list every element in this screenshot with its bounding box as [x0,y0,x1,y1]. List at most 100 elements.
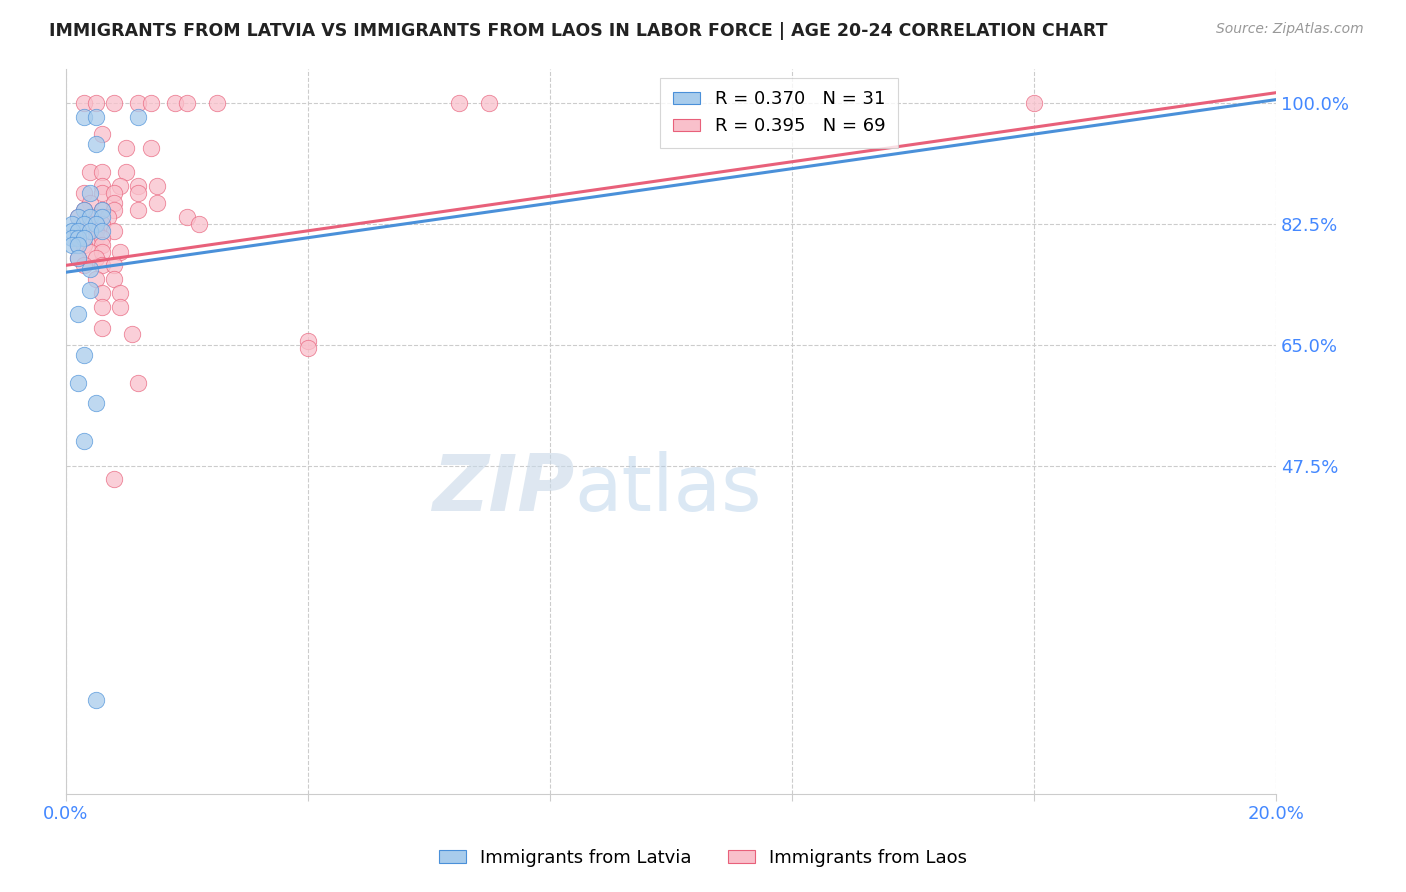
Point [139,141,162,155]
Legend: Immigrants from Latvia, Immigrants from Laos: Immigrants from Latvia, Immigrants from … [432,842,974,874]
Point [205,96,228,111]
Point [91,231,114,245]
Point [297,334,319,349]
Point [103,272,125,286]
Point [60,217,83,231]
Point [127,96,149,111]
Point [84,396,107,410]
Point [115,141,138,155]
Point [66,224,89,238]
Point [73,434,96,449]
Text: Source: ZipAtlas.com: Source: ZipAtlas.com [1216,22,1364,37]
Point [73,348,96,362]
Point [84,137,107,152]
Point [127,110,149,124]
Point [103,196,125,211]
Legend: R = 0.370   N = 31, R = 0.395   N = 69: R = 0.370 N = 31, R = 0.395 N = 69 [661,78,898,148]
Point [66,376,89,390]
Point [163,96,186,111]
Point [297,341,319,355]
Point [91,285,114,300]
Point [79,196,101,211]
Point [176,96,198,111]
Point [66,237,89,252]
Point [103,96,125,111]
Point [91,300,114,314]
Point [84,96,107,111]
Point [91,224,114,238]
Point [66,231,89,245]
Point [91,217,114,231]
Point [110,178,132,193]
Point [84,210,107,224]
Point [91,165,114,179]
Point [60,231,83,245]
Point [145,196,167,211]
Point [79,244,101,259]
Point [91,203,114,218]
Text: atlas: atlas [574,451,762,527]
Point [127,186,149,200]
Point [127,203,149,218]
Point [449,96,471,111]
Point [84,252,107,266]
Point [66,224,89,238]
Point [103,224,125,238]
Point [84,217,107,231]
Point [103,472,125,486]
Point [73,110,96,124]
Point [73,96,96,111]
Point [66,210,89,224]
Point [91,210,114,224]
Point [91,178,114,193]
Point [79,210,101,224]
Point [91,127,114,141]
Text: IMMIGRANTS FROM LATVIA VS IMMIGRANTS FROM LAOS IN LABOR FORCE | AGE 20-24 CORREL: IMMIGRANTS FROM LATVIA VS IMMIGRANTS FRO… [49,22,1108,40]
Point [103,258,125,272]
Point [478,96,501,111]
Point [73,231,96,245]
Point [66,252,89,266]
Point [60,237,83,252]
Point [127,178,149,193]
Point [84,231,107,245]
Point [110,300,132,314]
Point [66,210,89,224]
Point [127,376,149,390]
Point [79,217,101,231]
Point [79,224,101,238]
Point [73,186,96,200]
Point [91,258,114,272]
Point [73,258,96,272]
Point [66,231,89,245]
Point [73,217,96,231]
Point [91,237,114,252]
Point [115,165,138,179]
Point [91,186,114,200]
Point [121,327,143,342]
Point [79,165,101,179]
Point [84,272,107,286]
Point [103,186,125,200]
Point [1022,96,1045,111]
Point [176,210,198,224]
Point [145,178,167,193]
Point [66,307,89,321]
Point [79,186,101,200]
Point [91,203,114,218]
Point [79,261,101,276]
Point [73,203,96,218]
Text: ZIP: ZIP [432,451,574,527]
Point [103,203,125,218]
Point [110,244,132,259]
Point [66,237,89,252]
Point [110,285,132,300]
Point [73,237,96,252]
Point [91,320,114,334]
Point [79,283,101,297]
Point [84,110,107,124]
Point [60,224,83,238]
Point [66,252,89,266]
Point [91,244,114,259]
Point [84,693,107,707]
